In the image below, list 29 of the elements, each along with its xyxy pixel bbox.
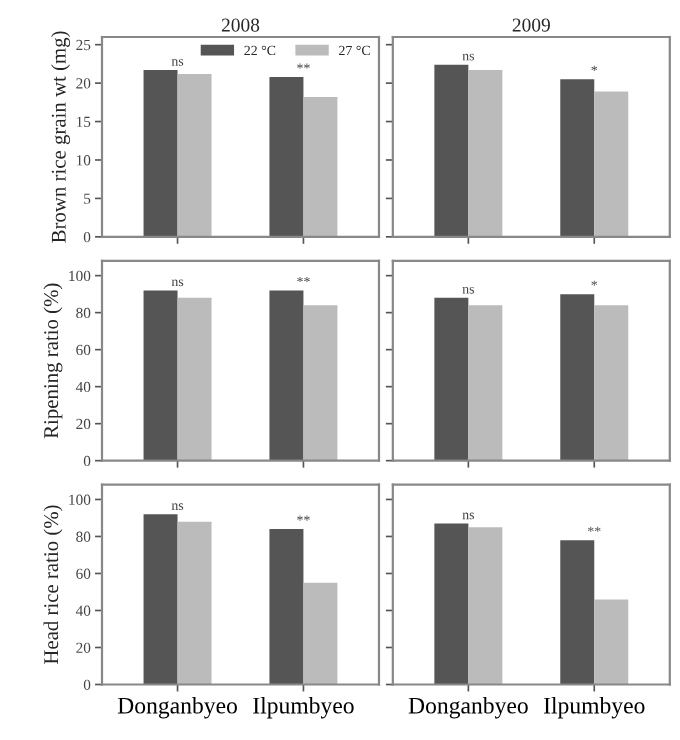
y-axis-title: Brown rice grain wt (mg) — [51, 31, 71, 243]
bar — [560, 79, 595, 237]
bar — [269, 290, 304, 461]
x-tick-label: Donganbyeo — [408, 697, 528, 719]
chart-title: 2008 — [221, 18, 260, 32]
bar — [177, 73, 212, 237]
chart-title: 2009 — [512, 18, 550, 32]
bar — [269, 76, 304, 237]
bar — [143, 70, 178, 237]
bar — [560, 540, 595, 685]
bar — [594, 91, 629, 237]
bar — [468, 70, 503, 237]
y-axis-title: Ripening ratio (%) — [43, 283, 63, 439]
bar — [303, 582, 338, 685]
bar — [594, 599, 629, 685]
bar — [434, 523, 469, 685]
x-tick-label: Ilpumbyeo — [543, 697, 645, 719]
bar — [434, 64, 469, 237]
bar — [303, 305, 338, 461]
x-tick-label: Ilpumbyeo — [253, 697, 354, 719]
bar — [177, 297, 212, 461]
bar — [303, 96, 338, 237]
bar — [468, 527, 503, 685]
bar — [143, 514, 178, 685]
x-tick-label: Donganbyeo — [117, 697, 237, 719]
bar — [269, 529, 304, 685]
bar — [143, 290, 178, 461]
y-axis-title: Head rice ratio (%) — [43, 505, 63, 665]
bar — [177, 521, 212, 685]
